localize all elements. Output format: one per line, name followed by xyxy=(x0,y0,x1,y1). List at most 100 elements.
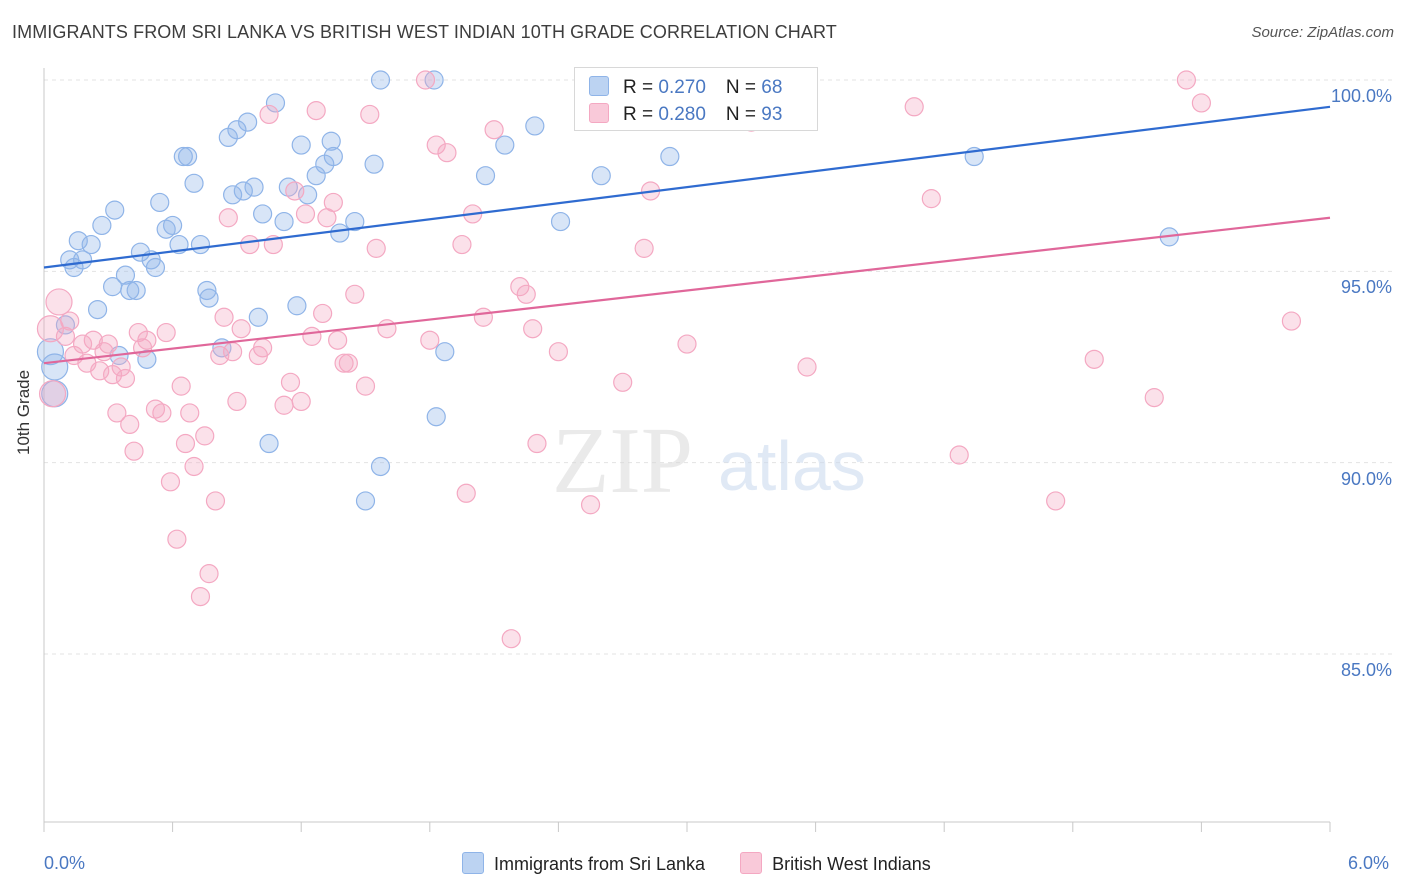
legend-label-british-west-indians: British West Indians xyxy=(772,854,931,874)
legend-swatch-blue xyxy=(462,852,484,874)
data-point xyxy=(90,361,110,381)
legend-swatch-pink xyxy=(589,103,609,123)
data-point xyxy=(253,204,273,224)
data-point xyxy=(321,131,341,151)
data-point xyxy=(36,338,65,366)
data-point xyxy=(178,146,198,167)
trend-line-sri-lanka xyxy=(43,105,1331,269)
data-point xyxy=(115,265,136,285)
data-point xyxy=(150,192,170,213)
y-tick-label-100: 100.0% xyxy=(1330,86,1392,106)
data-point xyxy=(240,234,260,255)
data-point xyxy=(355,491,376,511)
data-point xyxy=(287,296,307,316)
data-point xyxy=(364,154,384,174)
data-point xyxy=(259,104,279,125)
data-point xyxy=(218,208,238,228)
data-point xyxy=(949,445,969,465)
data-point xyxy=(797,357,817,377)
r-value: 0.280 xyxy=(658,104,706,125)
y-tick-label-95: 95.0% xyxy=(1340,277,1392,298)
data-point xyxy=(175,433,196,454)
legend-item-sri-lanka[interactable]: Immigrants from Sri Lanka xyxy=(462,852,705,875)
data-point xyxy=(163,215,183,236)
data-point xyxy=(214,307,234,327)
data-point xyxy=(137,330,157,350)
data-point xyxy=(259,433,279,454)
data-point xyxy=(227,391,247,412)
n-value: 68 xyxy=(761,77,783,98)
data-point xyxy=(105,200,125,220)
data-point xyxy=(1281,311,1302,331)
data-point xyxy=(41,353,69,381)
data-point xyxy=(495,135,515,155)
data-point xyxy=(195,426,215,446)
data-point xyxy=(580,495,601,515)
data-point xyxy=(291,391,311,412)
data-point xyxy=(377,319,397,339)
data-point xyxy=(475,166,496,186)
data-point xyxy=(38,380,67,408)
data-point xyxy=(107,403,127,423)
data-point xyxy=(199,564,219,584)
data-point xyxy=(634,238,654,258)
data-point xyxy=(420,330,440,350)
data-point xyxy=(510,277,530,297)
data-point xyxy=(1046,491,1066,511)
data-point xyxy=(435,342,455,362)
y-tick-label-90: 90.0% xyxy=(1340,468,1392,489)
data-point xyxy=(87,300,108,320)
data-point xyxy=(591,166,611,186)
data-point xyxy=(334,353,354,373)
data-point xyxy=(523,319,543,339)
data-point xyxy=(210,345,230,366)
source-credit: Source: ZipAtlas.com xyxy=(1251,24,1394,41)
data-point xyxy=(1176,70,1196,90)
stats-legend-row-blue: R = 0.270 N = 68 xyxy=(589,76,782,100)
data-point xyxy=(370,70,391,90)
series-immigrants-from-sri-lanka xyxy=(36,70,1179,511)
data-point xyxy=(197,280,217,301)
data-point xyxy=(330,223,350,243)
x-tick-label-max: 6.0% xyxy=(1348,853,1390,873)
data-point xyxy=(904,97,924,117)
data-point xyxy=(92,215,112,236)
data-point xyxy=(248,307,268,327)
data-point xyxy=(298,185,318,205)
data-point xyxy=(660,146,680,167)
data-point xyxy=(280,372,301,392)
data-point xyxy=(452,234,472,255)
y-axis-label: 10th Grade xyxy=(14,369,33,455)
data-point xyxy=(306,101,326,121)
data-point xyxy=(223,185,243,205)
data-point xyxy=(677,334,697,354)
data-point xyxy=(223,342,243,362)
stats-legend: R = 0.270 N = 68 R = 0.280 N = 93 xyxy=(574,67,818,131)
legend-item-british-west-indians[interactable]: British West Indians xyxy=(740,852,931,875)
data-point xyxy=(550,211,571,232)
series-legend: Immigrants from Sri Lanka British West I… xyxy=(462,852,961,875)
legend-swatch-blue xyxy=(589,76,609,96)
gridlines xyxy=(44,79,1392,655)
data-point xyxy=(126,280,146,301)
data-point xyxy=(345,284,365,304)
data-point xyxy=(370,456,391,477)
stats-legend-row-pink: R = 0.280 N = 93 xyxy=(589,103,782,127)
watermark-zip: ZIP xyxy=(552,409,693,513)
data-point xyxy=(60,311,80,331)
data-point xyxy=(355,376,376,396)
n-label: N = xyxy=(725,77,762,98)
data-point xyxy=(338,353,358,373)
data-point xyxy=(180,403,200,423)
data-point xyxy=(115,368,136,389)
data-point xyxy=(156,322,176,343)
data-point xyxy=(152,403,172,423)
data-point xyxy=(111,357,131,377)
y-tick-label-85: 85.0% xyxy=(1340,660,1392,680)
data-point xyxy=(137,349,157,369)
data-point xyxy=(184,173,204,193)
data-point xyxy=(426,407,446,427)
data-point xyxy=(98,334,118,354)
n-value: 93 xyxy=(761,104,783,125)
